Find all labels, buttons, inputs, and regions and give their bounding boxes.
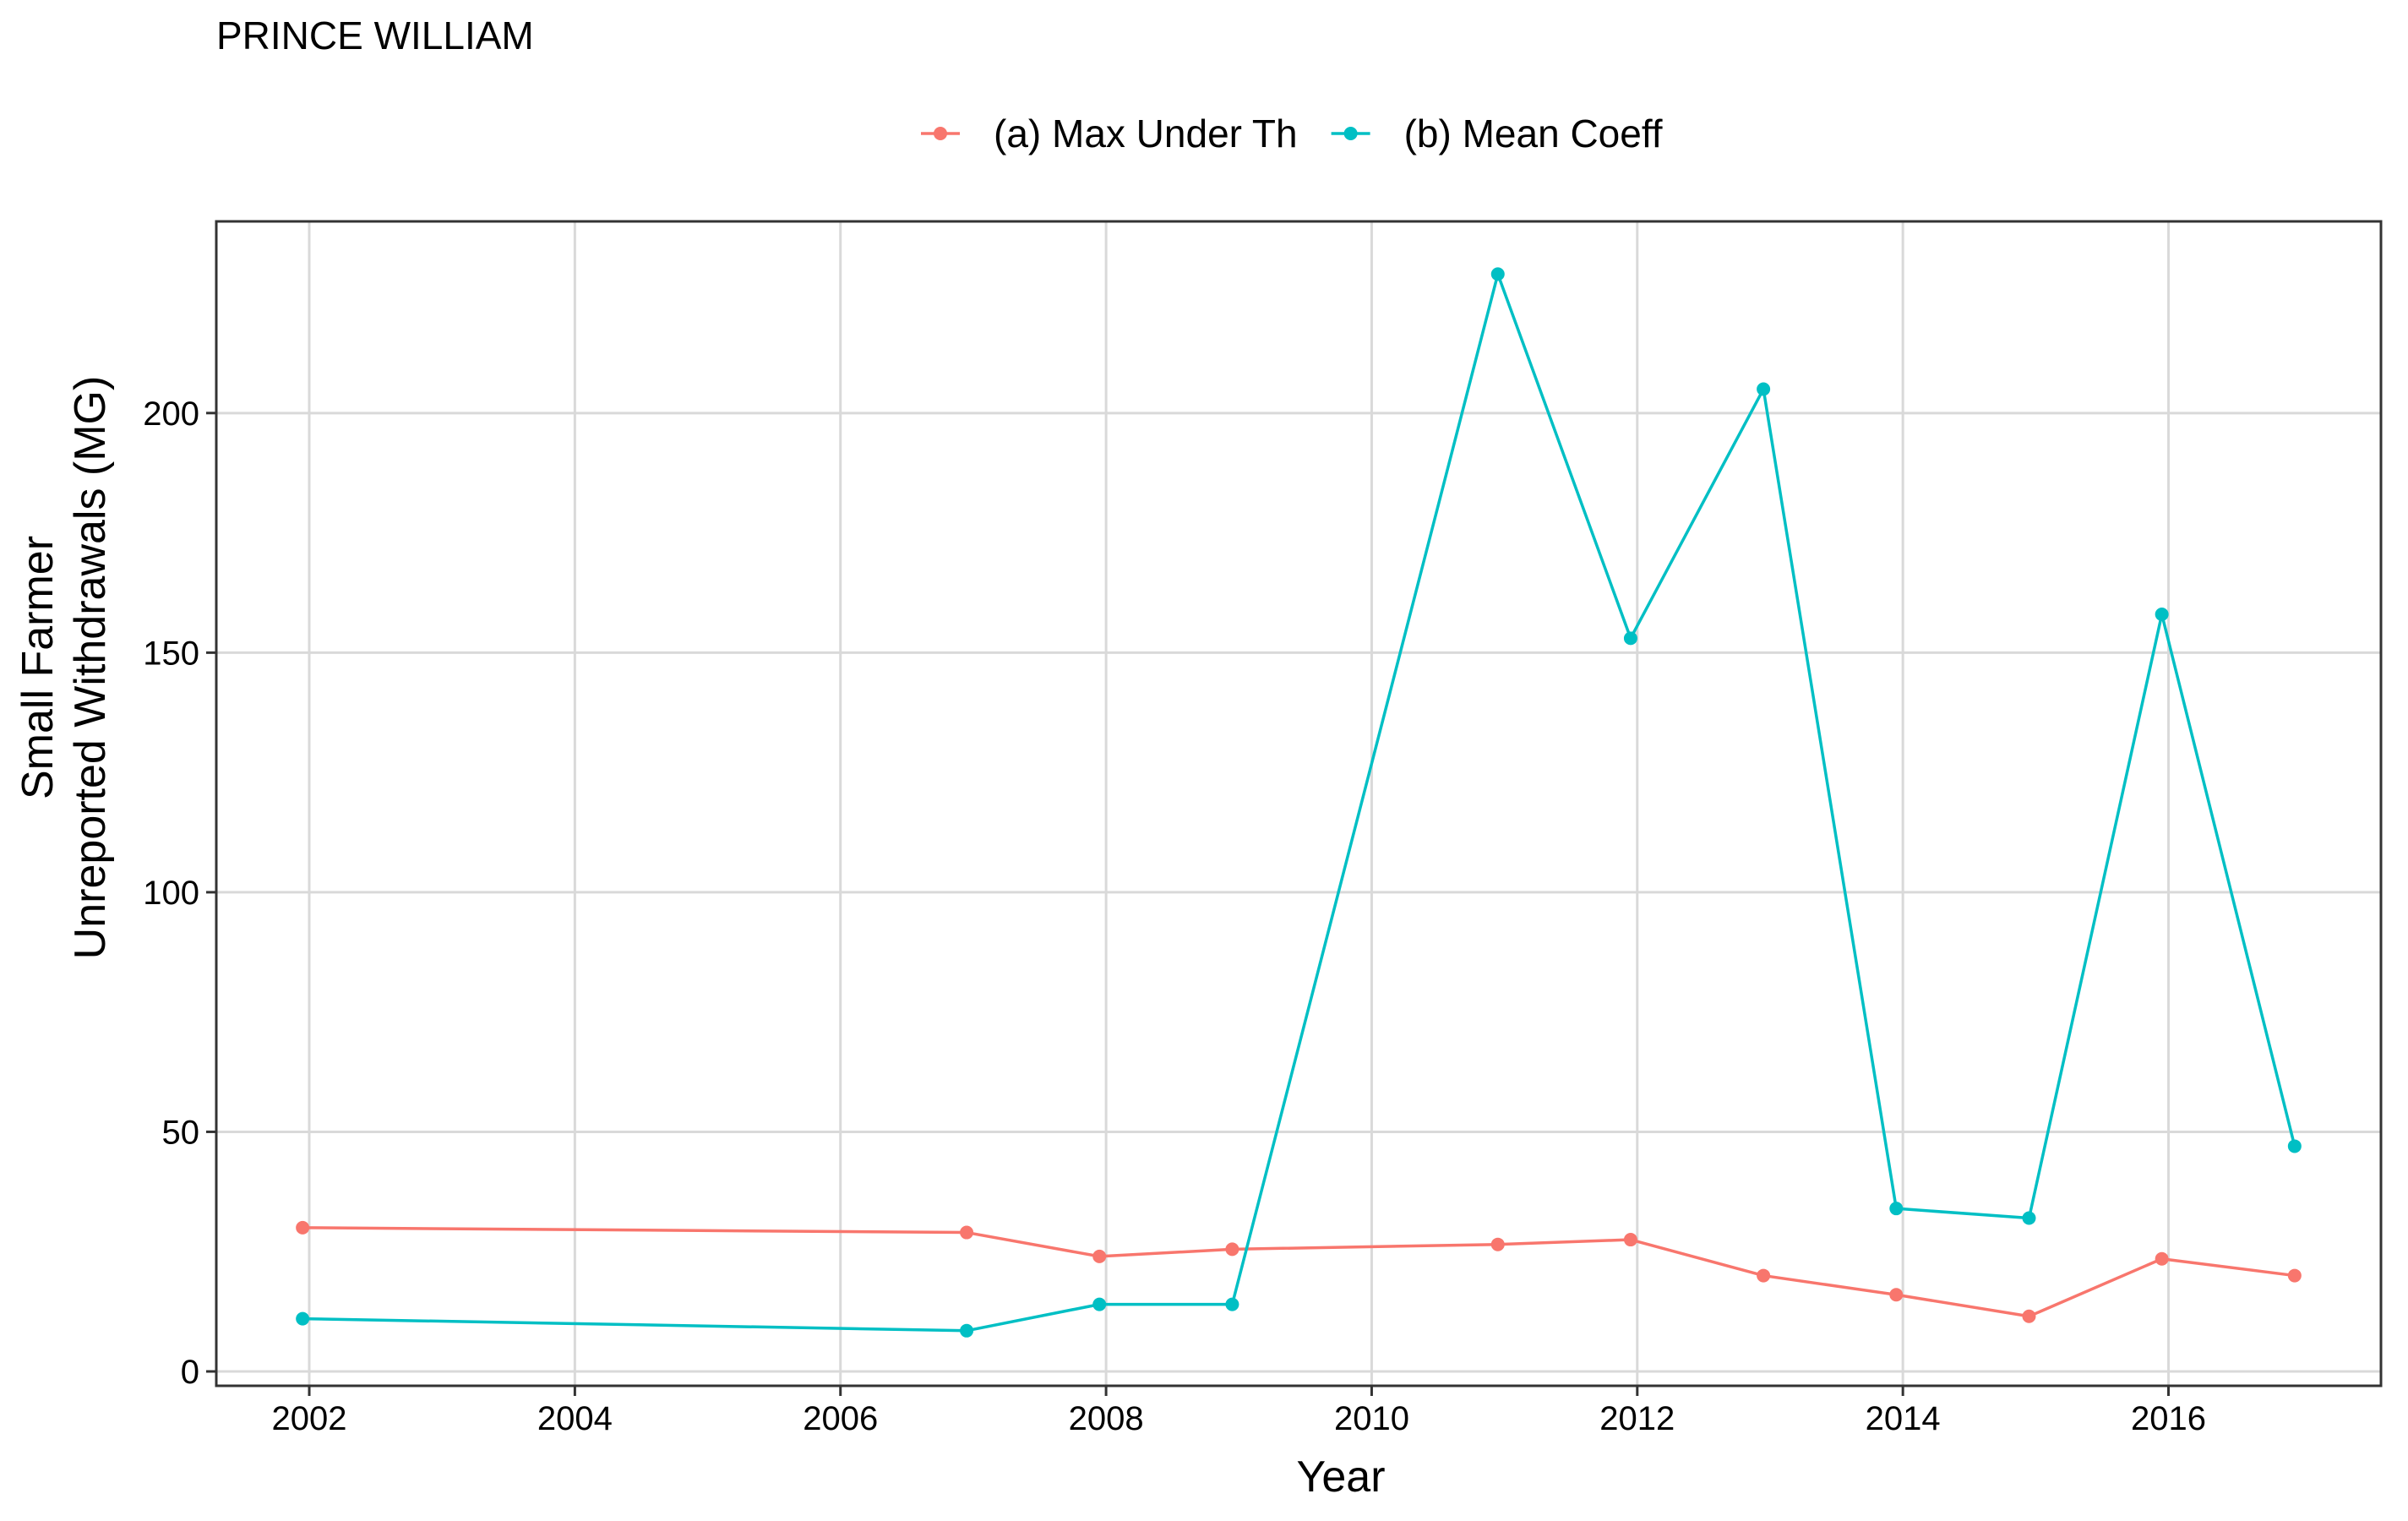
series-2-point bbox=[1225, 1297, 1239, 1311]
series-2-point bbox=[2287, 1139, 2302, 1153]
legend-item-1: (a) Max Under Th bbox=[921, 112, 1298, 155]
series-2-point bbox=[2155, 608, 2169, 622]
x-tick-label: 2002 bbox=[272, 1400, 347, 1437]
series-1-point bbox=[1092, 1249, 1107, 1263]
series-2-point bbox=[960, 1323, 974, 1338]
legend-key-point bbox=[934, 127, 947, 140]
y-gridlines bbox=[216, 412, 2381, 1373]
legend-item-2: (b) Mean Coeff bbox=[1331, 112, 1663, 155]
y-tick-label: 0 bbox=[181, 1354, 199, 1391]
y-tick-label: 50 bbox=[162, 1114, 200, 1151]
legend-key-point bbox=[1343, 127, 1358, 140]
series-2-point bbox=[1889, 1202, 1904, 1216]
series-1 bbox=[296, 1220, 2302, 1323]
series-2-point bbox=[1092, 1297, 1107, 1311]
series-2-point bbox=[2022, 1211, 2036, 1225]
y-tick-label: 100 bbox=[143, 875, 199, 912]
series-2-point bbox=[1623, 631, 1637, 646]
x-tick-label: 2016 bbox=[2131, 1400, 2206, 1437]
y-tick-label: 150 bbox=[143, 635, 199, 672]
series-1-point bbox=[1490, 1237, 1505, 1251]
x-tick-label: 2006 bbox=[803, 1400, 878, 1437]
legend-label: (a) Max Under Th bbox=[994, 112, 1298, 155]
y-axis-ticks: 0 50 100 150 200 bbox=[143, 395, 216, 1391]
x-tick-label: 2012 bbox=[1599, 1400, 1675, 1437]
plot-border bbox=[215, 220, 2383, 1387]
series-2-point bbox=[1757, 382, 1771, 396]
y-axis-title: Small Farmer Unreported Withdrawals (MG) bbox=[14, 376, 115, 960]
y-axis-title-line-2: Unreported Withdrawals (MG) bbox=[66, 376, 115, 960]
chart-title: PRINCE WILLIAM bbox=[216, 14, 534, 57]
x-axis-ticks: 2002 2004 2006 2008 2010 2012 2014 2016 bbox=[272, 1386, 2206, 1437]
series-1-point bbox=[1225, 1242, 1239, 1257]
y-tick-label: 200 bbox=[143, 395, 199, 433]
series-layer bbox=[296, 267, 2302, 1338]
series-1-point bbox=[1623, 1233, 1637, 1247]
series-1-point bbox=[1889, 1288, 1904, 1302]
series-1-point bbox=[2155, 1251, 2169, 1266]
x-tick-label: 2014 bbox=[1866, 1400, 1941, 1437]
x-tick-label: 2004 bbox=[537, 1400, 613, 1437]
series-2 bbox=[296, 267, 2302, 1338]
plot-panel bbox=[216, 221, 2381, 1386]
legend-label: (b) Mean Coeff bbox=[1404, 112, 1663, 155]
series-1-point bbox=[960, 1225, 974, 1240]
series-1-point bbox=[296, 1220, 310, 1235]
plot-area bbox=[215, 220, 2383, 1387]
series-1-point bbox=[2022, 1309, 2036, 1323]
series-1-point bbox=[1757, 1268, 1771, 1283]
series-1-point bbox=[2287, 1268, 2302, 1283]
y-axis-title-line-1: Small Farmer bbox=[14, 536, 63, 799]
x-tick-label: 2010 bbox=[1334, 1400, 1409, 1437]
legend: (a) Max Under Th (b) Mean Coeff bbox=[921, 112, 1663, 155]
x-tick-label: 2008 bbox=[1069, 1400, 1144, 1437]
series-2-point bbox=[296, 1311, 310, 1326]
x-gridlines bbox=[308, 221, 2171, 1386]
series-2-point bbox=[1490, 267, 1505, 281]
x-axis-title: Year bbox=[1296, 1453, 1385, 1502]
